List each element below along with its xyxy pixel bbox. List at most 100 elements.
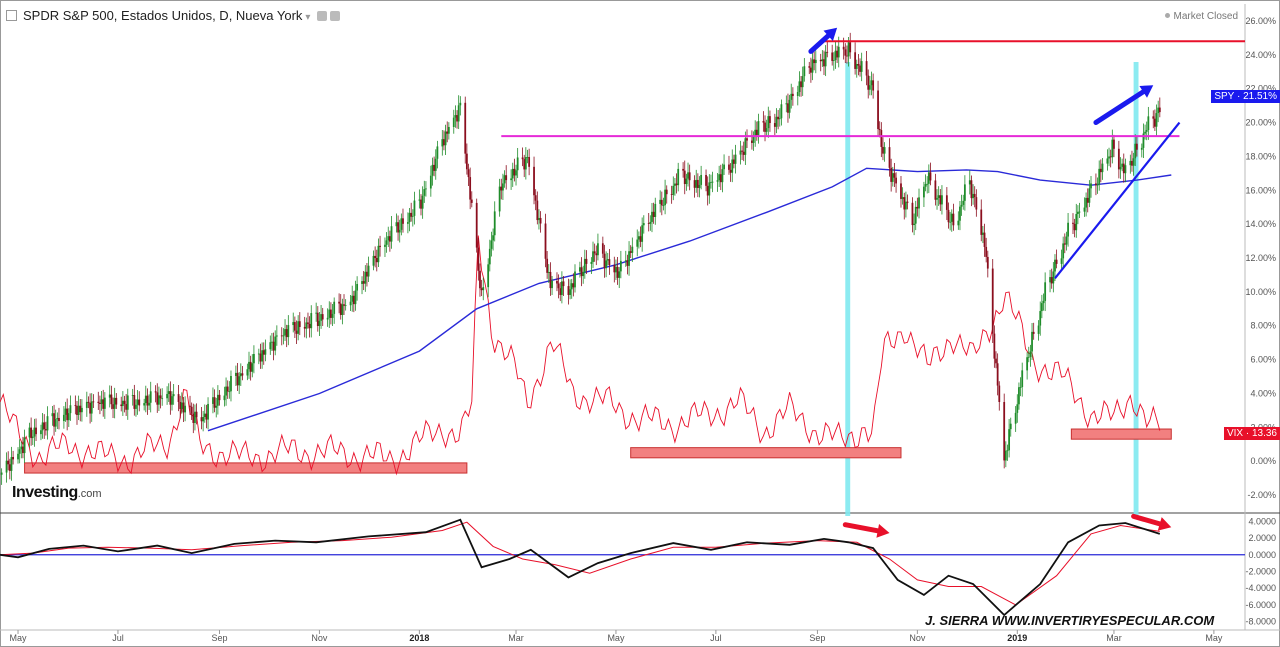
- spy-candle-body: [310, 313, 313, 329]
- spy-candle-body: [695, 179, 698, 188]
- spy-candle-body: [446, 131, 449, 134]
- spy-candle-body: [1075, 214, 1078, 231]
- spy-candle-body: [108, 394, 111, 398]
- spy-candle-body: [606, 259, 609, 261]
- y-tick-label: 20.00%: [1245, 118, 1276, 128]
- spy-candle-body: [375, 257, 378, 263]
- spy-candle-body: [262, 350, 265, 355]
- axes: 26.00% 24.00% 22.00% 20.00% 18.00% 16.00% 14.0…: [10, 16, 1276, 643]
- spy-candle-body: [546, 258, 549, 273]
- spy-candle-body: [202, 416, 205, 422]
- spy-candle-body: [585, 258, 588, 264]
- spy-candle-body: [1152, 116, 1155, 119]
- spy-candle-body: [338, 301, 340, 304]
- spy-candle-body: [1140, 147, 1143, 150]
- osc-y-tick-label: 0.0000: [1248, 550, 1276, 560]
- spy-candle-body: [136, 399, 139, 405]
- spy-candle-body: [949, 221, 952, 223]
- spy-candle-body: [43, 422, 46, 430]
- y-tick-label: 22.00%: [1245, 84, 1276, 94]
- spy-candle-body: [158, 395, 160, 405]
- spy-candle-body: [56, 417, 59, 420]
- spy-candle-body: [103, 397, 106, 409]
- spy-candle-body: [8, 464, 11, 471]
- spy-candle-body: [751, 140, 753, 143]
- spy-candle-body: [372, 255, 375, 266]
- spy-candle-body: [755, 129, 758, 135]
- spy-candle-body: [823, 59, 825, 67]
- vix-price-badge: VIX · 13.36: [1223, 427, 1280, 441]
- spy-price-badge: SPY · 21.51%: [1211, 89, 1280, 103]
- status-dot-icon: [1164, 13, 1170, 18]
- spy-candle-body: [251, 363, 254, 372]
- spy-candle-body: [762, 121, 765, 123]
- spy-candle-body: [156, 392, 159, 405]
- spy-candle-body: [1142, 133, 1145, 148]
- spy-candle-body: [1122, 163, 1125, 174]
- settings-icon[interactable]: [317, 11, 328, 21]
- spy-candle-body: [493, 211, 496, 236]
- spy-candle-body: [44, 429, 47, 431]
- up-arrow-head: [823, 27, 838, 41]
- spy-candle-body: [787, 103, 789, 113]
- spy-candle-body: [808, 66, 811, 68]
- spy-candle-body: [341, 304, 344, 315]
- spy-candle-body: [215, 405, 218, 408]
- spy-candle-body: [911, 202, 914, 226]
- spy-candle-body: [131, 395, 134, 396]
- spy-candle-body: [832, 60, 835, 61]
- osc-y-tick-label: 2.0000: [1248, 533, 1276, 543]
- spy-candle-body: [688, 172, 691, 181]
- spy-candle-body: [1031, 331, 1033, 352]
- spy-candle-body: [934, 180, 937, 200]
- spy-candle-body: [257, 353, 260, 355]
- spy-candle-body: [890, 167, 893, 182]
- up-arrow: [1093, 89, 1146, 126]
- spy-candle-body: [708, 182, 711, 196]
- spy-candle-body: [510, 178, 513, 181]
- spy-candle-body: [570, 283, 573, 290]
- spy-candle-body: [1008, 429, 1011, 451]
- spy-candle-body: [616, 266, 619, 278]
- spy-candle-body: [180, 402, 183, 410]
- spy-candle-body: [40, 430, 42, 435]
- spy-candle-body: [582, 271, 585, 277]
- spy-candle-body: [549, 271, 552, 289]
- spy-candle-body: [407, 222, 409, 224]
- spy-candle-body: [167, 391, 170, 395]
- spy-candle-body: [927, 172, 930, 184]
- spy-candle-body: [968, 180, 971, 185]
- chevron-down-icon[interactable]: ▾: [305, 12, 311, 23]
- spy-candle-body: [352, 295, 355, 305]
- spy-candle-body: [580, 267, 583, 277]
- spy-candle-body: [149, 391, 152, 403]
- spy-candle-body: [972, 193, 974, 199]
- spy-candle-body: [66, 408, 69, 421]
- spy-candle-body: [868, 85, 871, 90]
- spy-candle-body: [551, 280, 553, 289]
- spy-candle-body: [1106, 158, 1109, 164]
- gear-icon[interactable]: [330, 11, 341, 21]
- spy-candle-body: [395, 222, 398, 227]
- spy-candle-body: [533, 166, 535, 196]
- spy-candle-body: [601, 243, 604, 254]
- spy-candle-body: [213, 397, 216, 408]
- x-tick-label: 2018: [409, 633, 429, 643]
- spy-candle-body: [500, 186, 503, 191]
- spy-candle-body: [731, 159, 734, 173]
- spy-candle-body: [23, 437, 26, 454]
- spy-candle-body: [734, 154, 737, 164]
- spy-candle-body: [1111, 139, 1114, 158]
- spy-candle-body: [349, 301, 352, 306]
- spy-candle-body: [664, 189, 666, 206]
- spy-candle-body: [608, 259, 611, 266]
- spy-candle-body: [1108, 156, 1110, 159]
- logo-suffix: .com: [77, 488, 102, 500]
- spy-candle-body: [539, 217, 542, 224]
- spy-candle-body: [654, 203, 657, 217]
- collapse-icon[interactable]: [6, 10, 17, 21]
- spy-candle-body: [769, 116, 771, 124]
- vix-zone: [24, 462, 468, 474]
- spy-candle-body: [218, 394, 221, 401]
- spy-candle-body: [1135, 143, 1138, 150]
